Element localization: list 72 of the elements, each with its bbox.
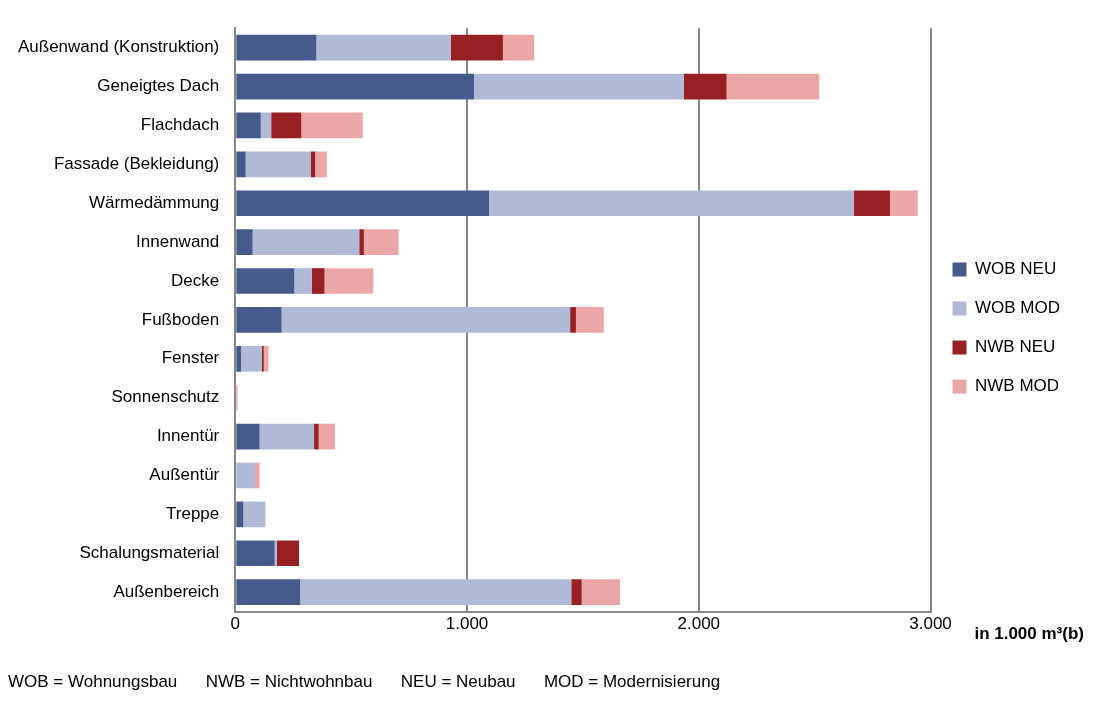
bar <box>570 307 576 333</box>
bar <box>236 501 244 528</box>
bar <box>359 229 364 255</box>
bar <box>236 423 260 450</box>
bar <box>316 34 451 61</box>
bar <box>252 229 360 255</box>
bar <box>311 268 325 294</box>
x-tick-label: 1.000 <box>445 614 489 634</box>
bar <box>260 112 272 139</box>
y-tick-label: Außenwand (Konstruktion) <box>17 37 220 57</box>
y-tick-label: Innentür <box>156 426 220 446</box>
y-tick-label: Außenbereich <box>113 581 220 601</box>
bar <box>245 151 311 178</box>
bar <box>236 112 261 139</box>
bar <box>450 34 503 61</box>
legend-label: WOB MOD <box>975 298 1061 318</box>
bar <box>236 34 317 61</box>
y-tick-label: Decke <box>171 270 220 290</box>
y-tick-label: Geneigtes Dach <box>97 76 220 96</box>
bar <box>241 345 262 372</box>
bar <box>473 73 684 100</box>
bar <box>236 579 301 605</box>
x-tick-label: 0 <box>230 614 240 634</box>
bar <box>571 579 582 605</box>
y-tick-label: Schalungsmaterial <box>79 542 220 562</box>
legend-label: WOB NEU <box>975 259 1057 279</box>
x-axis-title: in 1.000 m³(b) <box>974 623 1084 643</box>
bar <box>575 307 604 333</box>
y-tick-label: Sonnenschutz <box>111 387 220 407</box>
y-tick-label: Fußboden <box>141 309 220 329</box>
bar <box>315 151 327 178</box>
x-tick-label: 2.000 <box>677 614 721 634</box>
text: WOB = Wohnungsbau NWB = Nichtwohnbau NEU = Neubau MOD = Modernisierung <box>8 672 722 692</box>
bar <box>318 423 335 450</box>
y-tick-label: Innenwand <box>136 231 220 251</box>
bar <box>581 579 620 605</box>
bar <box>489 190 855 217</box>
bar <box>236 229 253 255</box>
bar <box>271 112 302 139</box>
bar <box>363 229 399 255</box>
y-tick-label: Flachdach <box>140 115 220 135</box>
bar <box>236 462 255 489</box>
bar <box>854 190 890 217</box>
bar <box>502 34 535 61</box>
bar <box>301 112 363 139</box>
bar <box>236 190 490 217</box>
y-tick-label: Außentür <box>149 465 220 485</box>
legend-label: NWB MOD <box>975 376 1060 396</box>
bar <box>683 73 727 100</box>
bar <box>236 345 242 372</box>
bar <box>236 540 275 567</box>
y-tick-label: Wärmedämmung <box>88 192 220 212</box>
bar <box>236 151 246 178</box>
bar <box>314 423 319 450</box>
bar <box>243 501 266 528</box>
bar <box>324 268 374 294</box>
bar <box>281 307 571 333</box>
y-tick-label: Fenster <box>161 348 220 368</box>
bar <box>236 73 474 100</box>
bar <box>726 73 820 100</box>
bar <box>276 540 299 567</box>
y-tick-label: Fassade (Bekleidung) <box>53 154 220 174</box>
bar <box>889 190 918 217</box>
bar <box>300 579 572 605</box>
y-tick-label: Treppe <box>166 504 220 524</box>
bar <box>294 268 312 294</box>
bar <box>254 462 260 489</box>
legend-label: NWB NEU <box>975 337 1056 357</box>
bar <box>236 307 282 333</box>
x-tick-label: 3.000 <box>909 614 952 634</box>
bar <box>259 423 315 450</box>
bar <box>236 268 295 294</box>
